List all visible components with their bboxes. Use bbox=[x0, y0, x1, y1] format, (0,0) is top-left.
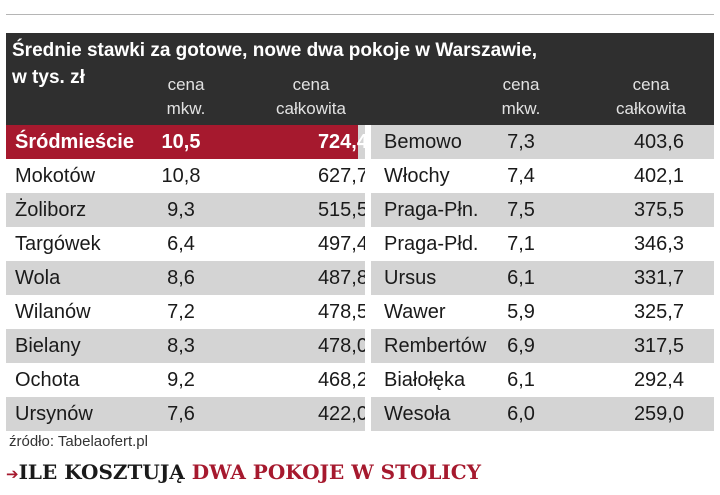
footer-part1: ILE KOSZTUJĄ bbox=[18, 460, 185, 484]
total-price-right: 292,4 bbox=[633, 369, 684, 391]
district-name-left: Żoliborz bbox=[15, 199, 87, 221]
price-sqm-right: 7,1 bbox=[507, 233, 535, 255]
price-sqm-left: 8,3 bbox=[167, 335, 195, 357]
price-sqm-right: 7,5 bbox=[507, 199, 535, 221]
total-price-right: 317,5 bbox=[633, 335, 684, 357]
total-price-left: 497,4 bbox=[317, 233, 368, 255]
footer-headline: ➔ILE KOSZTUJĄ DWA POKOJE W STOLICY bbox=[6, 459, 481, 487]
price-sqm-left: 7,6 bbox=[167, 403, 195, 425]
col-header-line: całkowita bbox=[616, 99, 686, 118]
total-price-left: 422,0 bbox=[317, 403, 368, 425]
district-name-right: Ursus bbox=[384, 267, 437, 289]
col-header-line: cena bbox=[167, 75, 205, 94]
table-row: Bielany 8,3 478,0 Rembertów 6,9 317,5 bbox=[6, 329, 714, 363]
table-row: Śródmieście 10,5 724,4 Bemowo 7,3 403,6 bbox=[6, 125, 714, 159]
table-row: Mokotów 10,8 627,7 Włochy 7,4 402,1 bbox=[6, 159, 714, 193]
price-sqm-right: 6,1 bbox=[507, 369, 535, 391]
district-name-left: Wilanów bbox=[15, 301, 91, 323]
highlight-block bbox=[6, 125, 358, 159]
total-price-right: 346,3 bbox=[633, 233, 684, 255]
table-row: Wola 8,6 487,8 Ursus 6,1 331,7 bbox=[6, 261, 714, 295]
price-sqm-right: 6,9 bbox=[507, 335, 535, 357]
col-header-price-sqm-right: cena mkw. bbox=[491, 73, 551, 121]
footer-part2: DWA POKOJE W STOLICY bbox=[191, 460, 481, 484]
table-header: Średnie stawki za gotowe, nowe dwa pokoj… bbox=[6, 33, 714, 125]
table-row: Ursynów 7,6 422,0 Wesoła 6,0 259,0 bbox=[6, 397, 714, 431]
price-sqm-right: 6,1 bbox=[507, 267, 535, 289]
district-name-right: Białołęka bbox=[384, 369, 466, 391]
district-name-left: Mokotów bbox=[15, 165, 96, 187]
total-price-left: 487,8 bbox=[317, 267, 368, 289]
total-price-left: 515,5 bbox=[317, 199, 368, 221]
col-header-line: mkw. bbox=[166, 99, 206, 118]
district-name-right: Bemowo bbox=[384, 131, 462, 153]
district-name-right: Wesoła bbox=[384, 403, 451, 425]
district-name-right: Wawer bbox=[384, 301, 446, 323]
district-name-left: Wola bbox=[15, 267, 61, 289]
district-name-left: Targówek bbox=[15, 233, 101, 255]
price-sqm-right: 6,0 bbox=[507, 403, 535, 425]
total-price-right: 325,7 bbox=[633, 301, 684, 323]
price-sqm-left: 9,3 bbox=[167, 199, 195, 221]
price-sqm-right: 7,4 bbox=[507, 165, 535, 187]
price-sqm-left: 8,6 bbox=[167, 267, 195, 289]
price-sqm-left: 10,5 bbox=[161, 131, 201, 153]
col-header-line: cena bbox=[502, 75, 540, 94]
price-sqm-left: 9,2 bbox=[167, 369, 195, 391]
price-sqm-right: 7,3 bbox=[507, 131, 535, 153]
total-price-right: 402,1 bbox=[633, 165, 684, 187]
total-price-left: 627,7 bbox=[317, 165, 368, 187]
district-name-left: Ursynów bbox=[15, 403, 93, 425]
source-note: źródło: Tabelaofert.pl bbox=[9, 433, 148, 450]
chart-title-line2: w tys. zł bbox=[12, 67, 85, 88]
col-header-price-sqm-left: cena mkw. bbox=[156, 73, 216, 121]
total-price-right: 403,6 bbox=[633, 131, 684, 153]
total-price-right: 331,7 bbox=[633, 267, 684, 289]
price-sqm-left: 6,4 bbox=[167, 233, 195, 255]
total-price-left: 478,5 bbox=[317, 301, 368, 323]
district-name-right: Praga-Płn. bbox=[384, 199, 479, 221]
col-header-line: mkw. bbox=[501, 99, 541, 118]
price-sqm-left: 7,2 bbox=[167, 301, 195, 323]
district-name-right: Włochy bbox=[384, 165, 450, 187]
price-sqm-left: 10,8 bbox=[161, 165, 201, 187]
district-name-right: Praga-Płd. bbox=[384, 233, 479, 255]
district-name-left: Śródmieście bbox=[15, 131, 134, 153]
column-divider bbox=[365, 125, 371, 431]
col-header-total-right: cena całkowita bbox=[596, 73, 706, 121]
top-rule bbox=[6, 14, 714, 15]
district-name-right: Rembertów bbox=[384, 335, 487, 357]
table-row: Wilanów 7,2 478,5 Wawer 5,9 325,7 bbox=[6, 295, 714, 329]
district-name-left: Ochota bbox=[15, 369, 80, 391]
total-price-left: 468,2 bbox=[317, 369, 368, 391]
district-name-left: Bielany bbox=[15, 335, 81, 357]
total-price-right: 259,0 bbox=[633, 403, 684, 425]
table-row: Żoliborz 9,3 515,5 Praga-Płn. 7,5 375,5 bbox=[6, 193, 714, 227]
table-row: Targówek 6,4 497,4 Praga-Płd. 7,1 346,3 bbox=[6, 227, 714, 261]
chart-title: Średnie stawki za gotowe, nowe dwa pokoj… bbox=[12, 37, 537, 91]
total-price-right: 375,5 bbox=[633, 199, 684, 221]
total-price-left: 724,4 bbox=[317, 131, 368, 153]
col-header-line: cena bbox=[632, 75, 670, 94]
price-table: Śródmieście 10,5 724,4 Bemowo 7,3 403,6 Mokotó… bbox=[6, 125, 714, 431]
table-row: Ochota 9,2 468,2 Białołęka 6,1 292,4 bbox=[6, 363, 714, 397]
total-price-left: 478,0 bbox=[317, 335, 368, 357]
col-header-total-left: cena całkowita bbox=[256, 73, 366, 121]
arrow-icon: ➔ bbox=[6, 465, 19, 483]
price-sqm-right: 5,9 bbox=[507, 301, 535, 323]
chart-title-line1: Średnie stawki za gotowe, nowe dwa pokoj… bbox=[12, 40, 538, 61]
col-header-line: całkowita bbox=[276, 99, 346, 118]
col-header-line: cena bbox=[292, 75, 330, 94]
